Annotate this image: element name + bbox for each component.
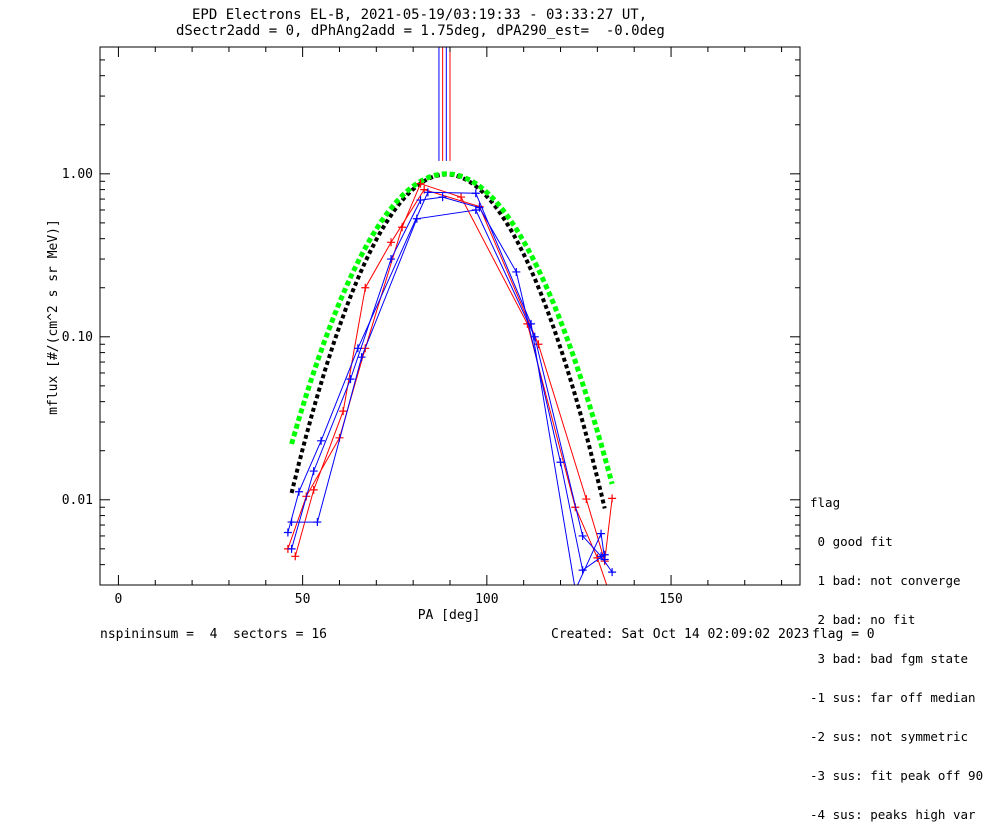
green-fit-curve bbox=[289, 171, 615, 485]
blue-series-point bbox=[346, 375, 355, 384]
blue-series-point bbox=[283, 528, 292, 537]
blue-series-point bbox=[556, 458, 565, 467]
blue-series-point bbox=[309, 467, 318, 476]
blue-series-point bbox=[423, 188, 432, 197]
red-series-point bbox=[387, 238, 396, 247]
y-tick-label: 1.00 bbox=[62, 167, 93, 182]
blue-series-point bbox=[597, 529, 606, 538]
blue-series-point bbox=[438, 193, 447, 202]
x-tick-label: 150 bbox=[659, 592, 682, 607]
footer-flag: flag = 0 bbox=[812, 627, 875, 642]
red-series-point bbox=[457, 193, 466, 202]
red-series-point bbox=[608, 494, 617, 503]
legend-title: flag bbox=[810, 495, 841, 510]
footer-nspin: nspininsum = 4 sectors = 16 bbox=[100, 627, 327, 642]
legend-item: -2 sus: not symmetric bbox=[810, 729, 969, 744]
legend-item: 1 bad: not converge bbox=[810, 573, 961, 588]
blue-series-point bbox=[571, 586, 579, 594]
blue-series-point bbox=[313, 518, 322, 527]
chart-plot: 0 50 100 150 0.01 0.10 1.00 PA [deg] mflux [#/… bbox=[46, 46, 801, 623]
blue-series-point bbox=[387, 255, 396, 264]
red-series-point bbox=[339, 407, 348, 416]
legend-item: -1 sus: far off median bbox=[810, 690, 976, 705]
flag-legend: flag 0 good fit 1 bad: not converge 2 ba… bbox=[810, 470, 983, 834]
legend-item: -3 sus: fit peak off 90 bbox=[810, 768, 984, 783]
x-tick-label: 0 bbox=[115, 592, 123, 607]
blue-series-point bbox=[287, 544, 296, 553]
blue-series-point bbox=[317, 436, 326, 445]
chart-title-line1: EPD Electrons EL-B, 2021-05-19/03:19:33 … bbox=[192, 7, 648, 23]
red-series-point bbox=[534, 340, 543, 349]
blue-series-point bbox=[608, 568, 617, 577]
red-series-line bbox=[287, 183, 608, 585]
blue-series-point bbox=[600, 550, 609, 559]
red-series-point bbox=[416, 179, 425, 188]
legend-item: 2 bad: no fit bbox=[810, 612, 916, 627]
blue-series-point bbox=[578, 566, 587, 575]
red-series-point bbox=[291, 552, 300, 561]
blue-series-line bbox=[291, 196, 605, 572]
footer-created: Created: Sat Oct 14 02:09:02 2023 bbox=[551, 627, 810, 642]
blue-series-point bbox=[475, 203, 484, 212]
blue-series-line bbox=[291, 209, 613, 573]
y-tick-label: 0.10 bbox=[62, 330, 93, 345]
x-axis-label: PA [deg] bbox=[418, 608, 481, 623]
red-series-line bbox=[294, 189, 613, 562]
blue-series-point bbox=[416, 196, 425, 205]
plot-clipped-layer bbox=[283, 47, 617, 594]
blue-series-point bbox=[294, 487, 303, 496]
legend-item: 3 bad: bad fgm state bbox=[810, 651, 969, 666]
y-axis-label: mflux [#/(cm^2 s sr MeV)] bbox=[46, 219, 61, 415]
blue-series-point bbox=[530, 332, 539, 341]
red-series-point bbox=[582, 495, 591, 504]
blue-series-point bbox=[512, 267, 521, 276]
x-tick-label: 50 bbox=[295, 592, 311, 607]
y-tick-label: 0.01 bbox=[62, 493, 93, 508]
blue-series-point bbox=[471, 189, 480, 198]
blue-series-point bbox=[357, 353, 366, 362]
chart-data-layer bbox=[283, 47, 617, 594]
red-series-point bbox=[604, 586, 612, 594]
x-tick-label: 100 bbox=[475, 592, 498, 607]
chart-axes: 0 50 100 150 0.01 0.10 1.00 bbox=[62, 46, 801, 607]
black-fit-curve bbox=[289, 172, 607, 509]
red-series-point bbox=[398, 223, 407, 232]
red-series-point bbox=[361, 283, 370, 292]
blue-series-line bbox=[287, 191, 606, 585]
red-series-point bbox=[309, 485, 318, 494]
legend-item: -4 sus: peaks high var bbox=[810, 807, 976, 822]
blue-series-point bbox=[578, 531, 587, 540]
legend-item: 0 good fit bbox=[810, 534, 893, 549]
chart-title-line2: dSectr2add = 0, dPhAng2add = 1.75deg, dP… bbox=[176, 23, 665, 39]
